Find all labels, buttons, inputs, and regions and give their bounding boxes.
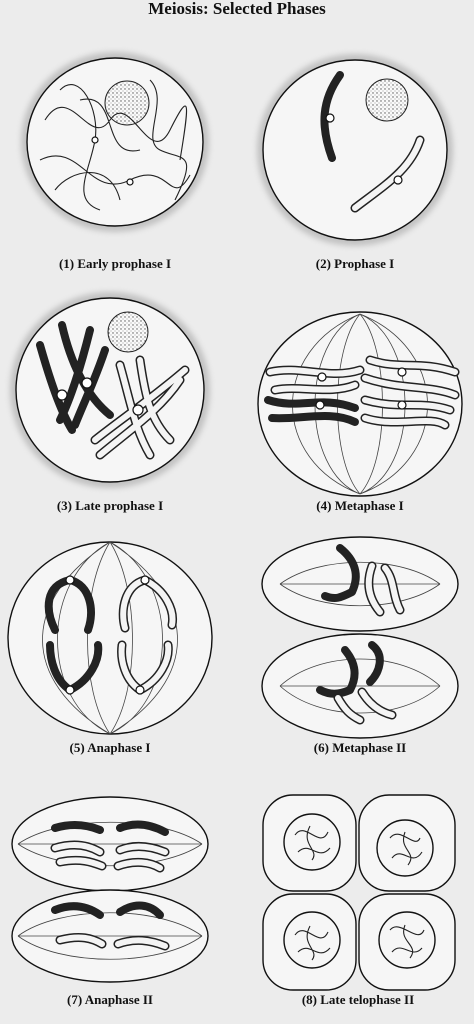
chromosome xyxy=(320,71,344,162)
nucleus xyxy=(283,813,341,871)
centromere xyxy=(81,377,93,389)
caption: (6) Metaphase II xyxy=(314,740,406,755)
chromosome xyxy=(316,641,384,698)
title: Meiosis: Selected Phases xyxy=(148,0,326,18)
spindle xyxy=(42,541,178,735)
centromere xyxy=(393,175,403,185)
chromosome xyxy=(264,396,359,426)
panel-anaphase-1: (5) Anaphase I xyxy=(7,541,213,755)
panel-late-telophase-2: (8) Late telophase II xyxy=(262,794,456,1007)
caption: (2) Prophase I xyxy=(316,256,394,271)
panel-late-prophase-1: (3) Late prophase I xyxy=(10,292,210,513)
caption: (8) Late telophase II xyxy=(302,992,414,1007)
chromosome xyxy=(365,563,403,615)
chromosome xyxy=(321,544,360,603)
cell xyxy=(7,541,213,735)
chromosome xyxy=(51,820,169,836)
panel-early-prophase-1: (1) Early prophase I xyxy=(21,52,209,271)
nucleus xyxy=(283,911,341,969)
chromosome xyxy=(36,321,114,434)
centromere xyxy=(132,404,144,416)
chromosome xyxy=(51,901,164,919)
caption: (4) Metaphase I xyxy=(316,498,403,513)
centromere xyxy=(65,685,75,695)
centromere xyxy=(317,372,327,382)
centromere xyxy=(91,136,99,144)
caption: (5) Anaphase I xyxy=(70,740,151,755)
centromere xyxy=(397,400,407,410)
centromere xyxy=(140,575,150,585)
nucleus xyxy=(376,819,434,877)
panel-prophase-1: (2) Prophase I xyxy=(257,54,453,271)
panel-metaphase-2: (6) Metaphase II xyxy=(261,536,459,755)
chromosome xyxy=(267,357,458,398)
caption: (3) Late prophase I xyxy=(57,498,163,513)
centromere xyxy=(135,685,145,695)
nucleolus xyxy=(107,311,149,353)
caption: (1) Early prophase I xyxy=(59,256,171,271)
cell xyxy=(26,57,204,227)
centromere xyxy=(65,575,75,585)
centromere xyxy=(126,178,134,186)
chromosome xyxy=(52,842,168,871)
centromere xyxy=(56,389,68,401)
chromosome xyxy=(118,577,176,693)
spindle xyxy=(279,561,441,714)
chromosome xyxy=(335,689,395,723)
chromosome xyxy=(57,934,168,949)
chromosome xyxy=(362,397,453,428)
chromosome xyxy=(92,357,188,458)
chromatin xyxy=(294,825,425,961)
caption: (7) Anaphase II xyxy=(67,992,153,1007)
centromere xyxy=(325,113,335,123)
panel-metaphase-1: (4) Metaphase I xyxy=(257,311,463,513)
panel-anaphase-2: (7) Anaphase II xyxy=(11,796,209,1007)
centromere xyxy=(397,367,407,377)
cell xyxy=(257,311,463,497)
centromere xyxy=(315,400,325,410)
chromosome xyxy=(44,576,103,694)
nucleolus xyxy=(365,78,409,122)
spindle xyxy=(17,821,203,960)
